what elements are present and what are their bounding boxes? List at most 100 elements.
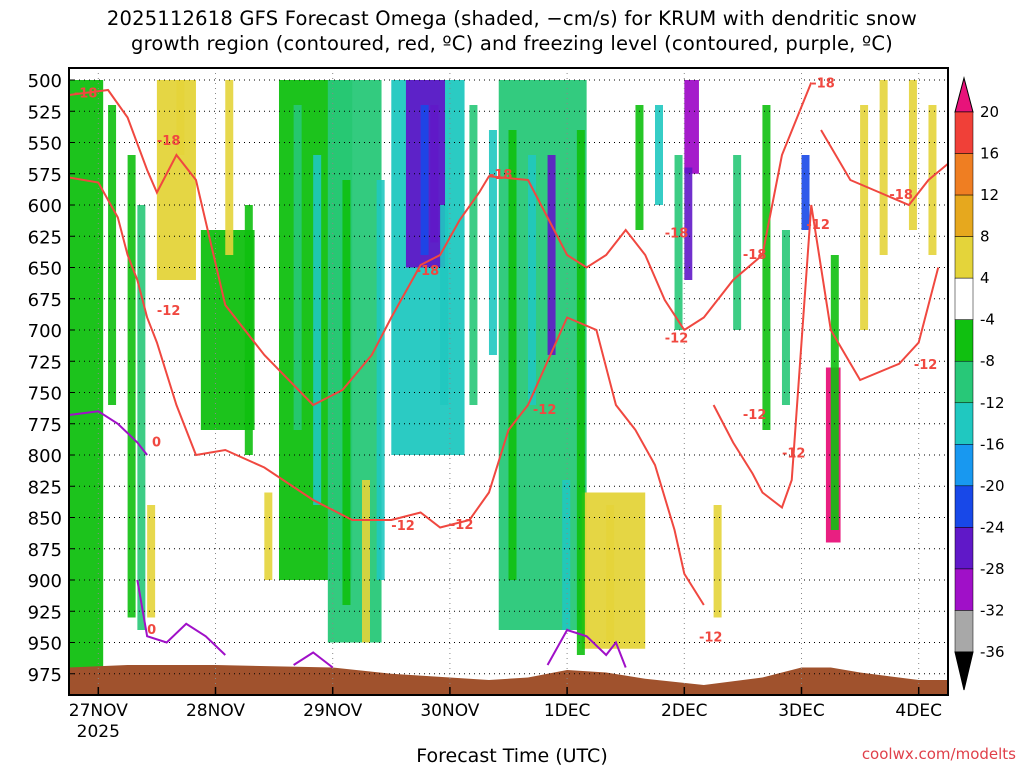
omega-streak (576, 130, 585, 655)
contour-lines: -18 -18 -18 -18 -18 -18 -18 -12 -12 -12 -12 -12 -12 -… (69, 77, 948, 669)
x-tick-label: 29NOV (303, 701, 362, 721)
freezing-level-27nov (136, 579, 226, 656)
colorbar-label: 4 (980, 269, 990, 287)
x-tick-sublabel: 2025 (77, 722, 120, 742)
omega-streak (108, 105, 117, 405)
omega-streak (147, 505, 156, 618)
omega-streak (176, 80, 185, 155)
colorbar-label: -16 (980, 435, 1005, 453)
x-tick-label: 27NOV (69, 701, 128, 721)
colorbar-label: -20 (980, 477, 1005, 495)
chart-title-line1: 2025112618 GFS Forecast Omega (shaded, −… (106, 7, 918, 30)
colorbar-label: -8 (980, 352, 995, 370)
contour-label: -18 (665, 227, 689, 242)
x-tick-label: 3DEC (778, 701, 825, 721)
omega-streak (606, 505, 615, 643)
contour-label: -18 (416, 264, 440, 279)
omega-streak (362, 480, 370, 643)
y-tick-label: 650 (28, 259, 62, 280)
y-tick-label: 800 (28, 446, 62, 467)
y-tick-label: 675 (28, 290, 62, 311)
omega-streak (342, 180, 351, 605)
omega-streak (488, 130, 497, 355)
colorbar-label: -28 (980, 560, 1005, 578)
contour-label: -18 (157, 134, 181, 149)
freezing-level-1dec (546, 628, 627, 668)
colorbar-swatch (954, 568, 974, 611)
omega-streak (264, 492, 273, 580)
x-tick-label: 4DEC (895, 701, 942, 721)
colorbar-swatch (954, 402, 974, 445)
y-tick-label: 600 (28, 196, 62, 217)
omega-region (69, 80, 104, 674)
omega-streak (674, 155, 683, 330)
omega-streak (508, 130, 517, 580)
omega-streak (635, 105, 644, 230)
y-tick-label: 950 (28, 634, 62, 655)
omega-streak (127, 155, 136, 618)
contour-label: -12 (743, 408, 767, 423)
contour-label: -12 (806, 218, 830, 233)
y-tick-label: 900 (28, 571, 62, 592)
omega-streak (244, 205, 253, 455)
x-tick-label: 2DEC (661, 701, 708, 721)
omega-streak (781, 230, 790, 405)
terrain-fill (69, 665, 948, 695)
colorbar-swatch (954, 236, 974, 279)
colorbar-label: -32 (980, 601, 1005, 619)
dgz-isotherm-minus12-east (712, 204, 940, 510)
chart-title: 2025112618 GFS Forecast Omega (shaded, −… (0, 6, 1024, 56)
omega-region (684, 80, 699, 174)
y-tick-label: 925 (28, 602, 62, 623)
contour-label: -12 (782, 447, 806, 462)
dgz-isotherm-minus18-east (820, 129, 948, 207)
omega-streak (528, 155, 537, 405)
omega-streak (137, 205, 146, 630)
colorbar-label: 16 (980, 145, 999, 163)
contour-label: -18 (811, 77, 835, 92)
omega-streak (469, 105, 478, 405)
contour-label: -12 (157, 304, 181, 319)
y-tick-label: 750 (28, 384, 62, 405)
contour-label: -12 (665, 332, 689, 347)
contour-label: -12 (914, 358, 938, 373)
y-tick-label: 550 (28, 134, 62, 155)
plot-frame (68, 67, 949, 696)
y-tick-label: 525 (28, 102, 62, 123)
colorbar-label: 8 (980, 228, 990, 246)
credit-link[interactable]: coolwx.com/modelts (861, 745, 1016, 763)
colorbar-bottom-arrow (954, 651, 974, 691)
x-tick-label: 1DEC (544, 701, 591, 721)
colorbar-swatch (954, 111, 974, 154)
y-tick-label: 725 (28, 352, 62, 373)
colorbar-swatch (954, 277, 974, 320)
omega-streak (562, 480, 571, 630)
colorbar-label: -36 (980, 643, 1005, 661)
y-tick-label: 875 (28, 540, 62, 561)
dgz-isotherm-minus18 (69, 82, 813, 407)
contour-label: -12 (699, 630, 723, 645)
colorbar-swatch (954, 444, 974, 487)
omega-streak (733, 155, 742, 330)
colorbar-label: -12 (980, 394, 1005, 412)
contour-label: -12 (450, 518, 474, 533)
freezing-level-west (69, 410, 148, 456)
omega-streak (313, 155, 322, 505)
contour-label: 0 (152, 435, 161, 450)
y-tick-label: 775 (28, 415, 62, 436)
plot-area: -18 -18 -18 -18 -18 -18 -18 -12 -12 -12 -12 -12 -12 -… (68, 67, 949, 696)
x-axis-title: Forecast Time (UTC) (416, 745, 608, 767)
omega-streak (860, 105, 869, 330)
dgz-isotherm-minus12 (69, 176, 705, 606)
omega-streak (879, 80, 888, 255)
colorbar-label: 12 (980, 186, 999, 204)
y-tick-label: 700 (28, 321, 62, 342)
omega-streak (376, 180, 385, 580)
y-tick-label: 575 (28, 165, 62, 186)
y-axis: 500 525 550 575 600 625 650 675 700 725 750 775 800 8… (28, 71, 75, 686)
colorbar-swatch (954, 485, 974, 528)
colorbar-swatch (954, 527, 974, 570)
omega-streak (655, 105, 663, 205)
